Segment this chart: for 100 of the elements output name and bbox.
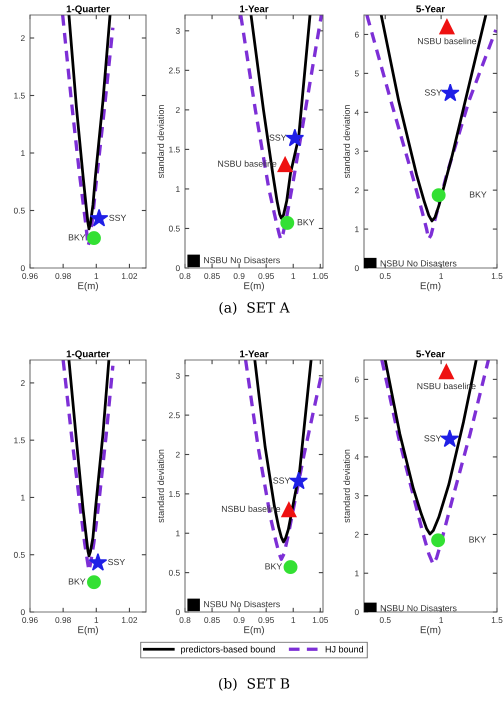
x-tick-label: 0.85 [204, 617, 220, 623]
series-label: SSY [424, 435, 442, 442]
x-tick-label: 1 [94, 273, 98, 279]
point [289, 472, 308, 490]
x-tick-label: 0.8 [180, 617, 190, 623]
y-tick-label: 0.5 [168, 570, 180, 576]
y-tick-label: 3 [354, 148, 359, 154]
line-series [380, 360, 490, 566]
y-tick-label: 5 [354, 70, 359, 76]
x-axis-title: E(m) [244, 282, 264, 292]
x-tick-label: 0.8 [180, 273, 190, 279]
x-tick-label: 1.5 [492, 617, 502, 623]
series-label: SSY [109, 214, 126, 221]
y-tick-label: 0 [176, 265, 180, 272]
y-tick-label: 0 [354, 265, 359, 272]
x-tick-label: 1.02 [122, 617, 138, 623]
y-tick-label: 0 [176, 609, 180, 616]
y-tick-label: 3 [354, 492, 359, 499]
y-tick-label: 6 [354, 376, 359, 382]
y-tick-label: 0 [20, 609, 25, 616]
x-tick-label: 1 [439, 273, 444, 279]
point [187, 254, 200, 268]
point [438, 364, 454, 380]
y-tick-label: 2 [176, 452, 180, 458]
point [440, 429, 460, 448]
line-series [380, 15, 488, 222]
y-tick-label: 2.5 [168, 68, 180, 74]
series-label: SSY [269, 134, 286, 141]
y-axis-title: standard deviation [157, 450, 164, 523]
x-tick-label: 0.95 [258, 617, 274, 623]
x-axis-title: E(m) [420, 282, 440, 292]
y-tick-label: 2.5 [168, 412, 180, 418]
x-tick-label: 0.9 [234, 617, 245, 623]
chart-title: 1-Year [240, 350, 268, 358]
x-tick-label: 1 [94, 617, 98, 623]
y-tick-label: 1 [176, 530, 180, 536]
y-tick-label: 1 [355, 570, 359, 576]
y-axis-title: standard deviation [157, 105, 164, 178]
chart-title: 5-Year [416, 350, 445, 358]
text: (b) SET B [219, 678, 290, 691]
y-tick-label: 1 [176, 186, 180, 192]
y-tick-label: 4 [354, 454, 359, 460]
x-tick-label: 0.85 [204, 273, 220, 279]
y-tick-label: 1 [355, 226, 359, 232]
x-tick-label: 0.9 [234, 273, 245, 279]
point [364, 258, 377, 268]
x-tick-label: 0.96 [22, 273, 38, 279]
x-axis-title: E(m) [78, 282, 98, 292]
x-tick-label: 0.5 [380, 273, 391, 279]
series-label: NSBU baseline [418, 38, 476, 44]
y-tick-label: 1 [21, 494, 25, 500]
x-tick-label: 1 [292, 617, 296, 623]
y-axis-title: standard deviation [343, 105, 350, 178]
y-axis-title: standard deviation [343, 450, 350, 523]
y-tick-label: 1 [21, 150, 25, 156]
point [284, 560, 298, 574]
x-tick-label: 1.05 [312, 617, 328, 623]
x-tick-label: 1.5 [492, 273, 502, 279]
point [280, 216, 294, 230]
x-tick-label: 0.96 [22, 617, 38, 623]
x-tick-label: 0.98 [55, 617, 71, 623]
text: (a) SET A [219, 302, 290, 315]
chart-title: 1-Year [240, 6, 268, 12]
y-tick-label: 2 [20, 380, 25, 386]
y-tick-label: 2 [354, 187, 359, 194]
y-tick-label: 0 [354, 609, 359, 616]
y-tick-label: 2 [20, 35, 25, 42]
series-label: NSBU No Disasters [204, 600, 280, 608]
x-axis-title: E(m) [420, 626, 440, 636]
series-label: SSY [424, 89, 442, 96]
point [431, 533, 446, 548]
legend-label: HJ bound [326, 646, 364, 652]
point [432, 188, 446, 202]
y-tick-label: 0 [20, 265, 25, 272]
line-series [384, 360, 478, 536]
y-tick-label: 1.5 [169, 146, 180, 153]
point [286, 128, 304, 146]
text: BKY [470, 191, 487, 198]
y-tick-label: 0.5 [14, 208, 25, 214]
series-label: NSBU No Disasters [204, 256, 280, 264]
y-tick-label: 4 [354, 110, 359, 116]
y-tick-label: 3 [176, 372, 180, 379]
series-label: BKY [265, 563, 282, 570]
text: BKY [469, 536, 486, 543]
x-tick-label: 1.05 [312, 273, 328, 279]
series-label: SSY [108, 558, 125, 566]
point [187, 598, 200, 612]
y-tick-label: 0.5 [14, 552, 25, 558]
chart-title: 1-Quarter [66, 5, 110, 14]
point [439, 19, 455, 34]
y-tick-label: 3 [176, 28, 180, 34]
legend-label: predictors-based bound [181, 646, 275, 654]
point [277, 156, 293, 172]
chart-title: 5-Year [416, 6, 445, 12]
y-tick-label: 0.5 [168, 226, 180, 232]
x-tick-label: 1 [292, 273, 296, 279]
x-tick-label: 1.02 [122, 273, 138, 279]
series-label: BKY [298, 219, 314, 226]
series-label: BKY [68, 578, 86, 584]
series-label: NSBU No Disasters [380, 260, 456, 266]
